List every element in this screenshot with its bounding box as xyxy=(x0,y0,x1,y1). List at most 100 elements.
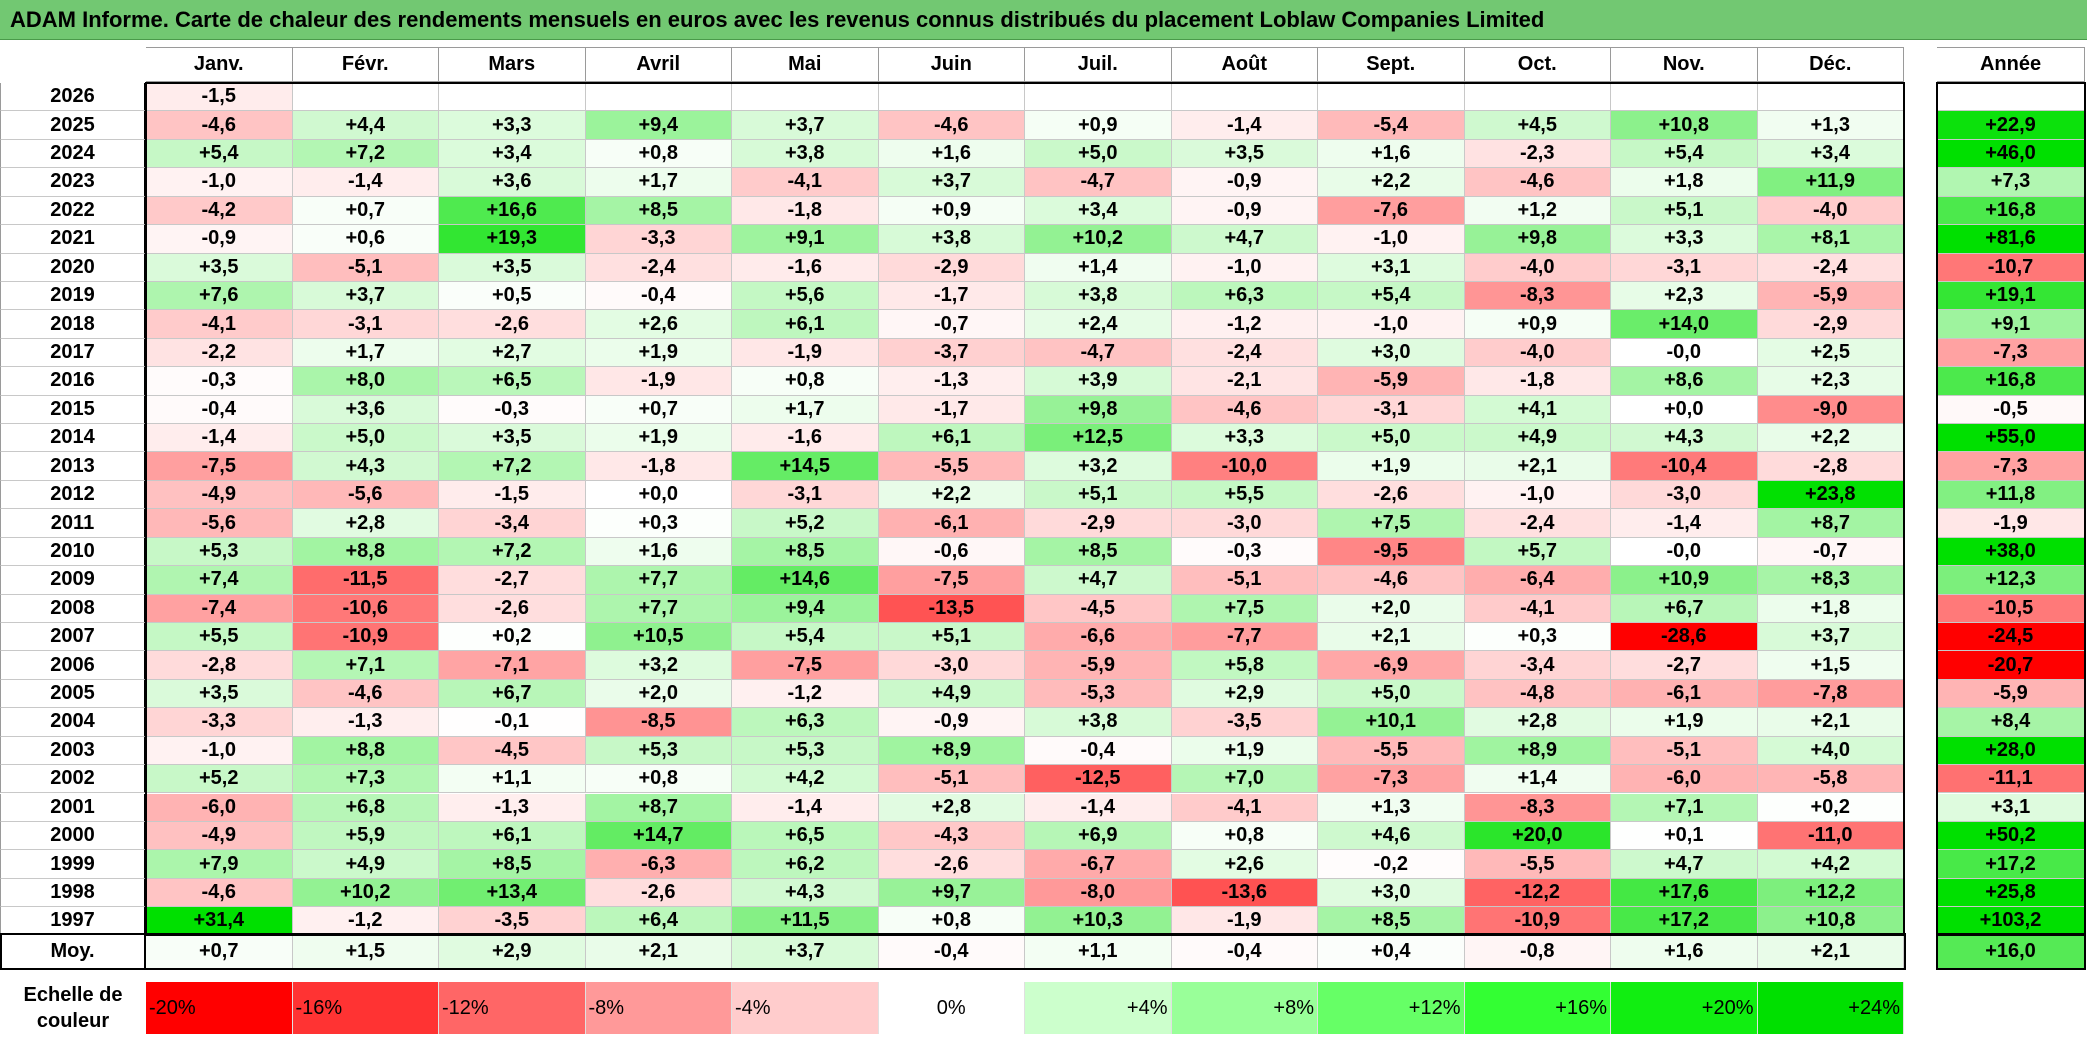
heatmap-cell: -7,5 xyxy=(146,452,293,481)
heatmap-cell: -0,9 xyxy=(1171,196,1318,226)
heatmap-cell: -0,7 xyxy=(1757,537,1904,567)
heatmap-cell: -3,4 xyxy=(439,509,586,538)
heatmap-cell: +3,4 xyxy=(439,139,586,169)
heatmap-cell: -1,4 xyxy=(1025,793,1172,822)
heatmap-cell: +3,7 xyxy=(292,281,439,311)
average-cell: +3,7 xyxy=(732,935,879,969)
heatmap-cell: -2,6 xyxy=(878,850,1025,879)
heatmap-cell: +1,1 xyxy=(439,765,586,794)
heatmap-cell: -7,8 xyxy=(1757,679,1904,709)
year-label: 2008 xyxy=(0,594,146,623)
heatmap-cell: -10,4 xyxy=(1611,452,1758,481)
heatmap-cell: -6,7 xyxy=(1025,850,1172,879)
heatmap-cell: +2,2 xyxy=(1757,424,1904,453)
heatmap-cell: +2,3 xyxy=(1611,281,1758,311)
heatmap-cell: +1,9 xyxy=(585,338,732,368)
heatmap-cell: +5,4 xyxy=(732,622,879,652)
heatmap-cell: -7,5 xyxy=(878,566,1025,595)
heatmap-cell: +5,1 xyxy=(1025,480,1172,510)
heatmap-cell: +9,8 xyxy=(1025,395,1172,425)
heatmap-cell: -4,6 xyxy=(1171,395,1318,425)
heatmap-cell: +5,0 xyxy=(1318,424,1465,453)
heatmap-cell: -2,4 xyxy=(1757,253,1904,282)
heatmap-cell: -1,4 xyxy=(1171,111,1318,140)
heatmap-cell: +5,3 xyxy=(585,736,732,766)
heatmap-cell: +8,7 xyxy=(585,793,732,822)
heatmap-cell: +1,9 xyxy=(1611,708,1758,737)
annual-cell: +25,8 xyxy=(1937,878,2085,908)
heatmap-cell: -2,6 xyxy=(585,878,732,908)
heatmap-cell: -4,6 xyxy=(146,111,293,140)
heatmap-cell: +6,7 xyxy=(1611,594,1758,623)
heatmap-cell: -5,6 xyxy=(146,509,293,538)
heatmap-cell: +8,5 xyxy=(585,196,732,226)
annual-cell: +50,2 xyxy=(1937,821,2085,851)
heatmap-cell: -1,9 xyxy=(732,338,879,368)
heatmap-cell: -5,8 xyxy=(1757,765,1904,794)
heatmap-cell: +6,3 xyxy=(1171,281,1318,311)
heatmap-cell: +7,2 xyxy=(439,537,586,567)
heatmap-cell: +4,3 xyxy=(1611,424,1758,453)
heatmap-cell: -1,4 xyxy=(1611,509,1758,538)
heatmap-cell: +6,5 xyxy=(732,821,879,851)
heatmap-cell: +2,6 xyxy=(585,310,732,339)
heatmap-cell: +10,5 xyxy=(585,622,732,652)
heatmap-cell: +4,9 xyxy=(292,850,439,879)
heatmap-cell: +5,7 xyxy=(1464,537,1611,567)
heatmap-cell: -1,9 xyxy=(1171,907,1318,936)
heatmap-cell: +3,8 xyxy=(1025,281,1172,311)
heatmap-cell: +14,7 xyxy=(585,821,732,851)
heatmap-cell: +0,3 xyxy=(1464,622,1611,652)
annual-cell: +19,1 xyxy=(1937,281,2085,311)
heatmap-cell: -3,0 xyxy=(1171,509,1318,538)
heatmap-cell: +2,0 xyxy=(1318,594,1465,623)
heatmap-cell: -7,4 xyxy=(146,594,293,623)
heatmap-cell: -6,6 xyxy=(1025,622,1172,652)
heatmap-cell: -6,1 xyxy=(1611,679,1758,709)
annual-cell: +103,2 xyxy=(1937,907,2085,936)
average-cell: +0,4 xyxy=(1318,935,1465,969)
color-scale-stop: +20% xyxy=(1611,982,1758,1034)
heatmap-cell: +7,9 xyxy=(146,850,293,879)
heatmap-cell: +7,3 xyxy=(292,765,439,794)
heatmap-cell: -0,7 xyxy=(878,310,1025,339)
annual-cell: +81,6 xyxy=(1937,225,2085,254)
heatmap-cell xyxy=(1171,83,1318,112)
average-cell: +0,7 xyxy=(146,935,293,969)
heatmap-cell: +4,2 xyxy=(1757,850,1904,879)
heatmap-cell: +5,2 xyxy=(146,765,293,794)
heatmap-cell: -3,3 xyxy=(585,225,732,254)
heatmap-cell: -1,2 xyxy=(732,679,879,709)
heatmap-cell: +3,7 xyxy=(732,111,879,140)
heatmap-cell: +7,7 xyxy=(585,594,732,623)
heatmap-cell: -28,6 xyxy=(1611,622,1758,652)
heatmap-cell: +5,6 xyxy=(732,281,879,311)
heatmap-cell: +0,8 xyxy=(585,765,732,794)
annual-cell: -24,5 xyxy=(1937,622,2085,652)
heatmap-cell: -0,9 xyxy=(878,708,1025,737)
heatmap-cell: +10,2 xyxy=(1025,225,1172,254)
heatmap-cell: -5,9 xyxy=(1025,651,1172,680)
heatmap-cell: +8,5 xyxy=(439,850,586,879)
heatmap-cell: -1,3 xyxy=(439,793,586,822)
heatmap-cell: +0,9 xyxy=(878,196,1025,226)
column-header: Août xyxy=(1171,47,1318,82)
heatmap-cell: -9,5 xyxy=(1318,537,1465,567)
heatmap-cell: +6,8 xyxy=(292,793,439,822)
annual-cell: +7,3 xyxy=(1937,168,2085,197)
average-cell: +1,6 xyxy=(1611,935,1758,969)
heatmap-cell: +8,9 xyxy=(1464,736,1611,766)
color-scale-stop: +16% xyxy=(1464,982,1611,1034)
heatmap-cell xyxy=(1757,83,1904,112)
heatmap-cell xyxy=(878,83,1025,112)
average-cell: +2,1 xyxy=(585,935,732,969)
column-header: Nov. xyxy=(1611,47,1758,82)
heatmap-cell: -1,0 xyxy=(1318,310,1465,339)
year-label: 2022 xyxy=(0,196,146,226)
year-label: 2011 xyxy=(0,509,146,538)
heatmap-cell: +6,1 xyxy=(878,424,1025,453)
heatmap-cell: +3,3 xyxy=(1611,225,1758,254)
heatmap-cell: +0,2 xyxy=(439,622,586,652)
year-label: 2013 xyxy=(0,452,146,481)
column-header: Févr. xyxy=(292,47,439,82)
